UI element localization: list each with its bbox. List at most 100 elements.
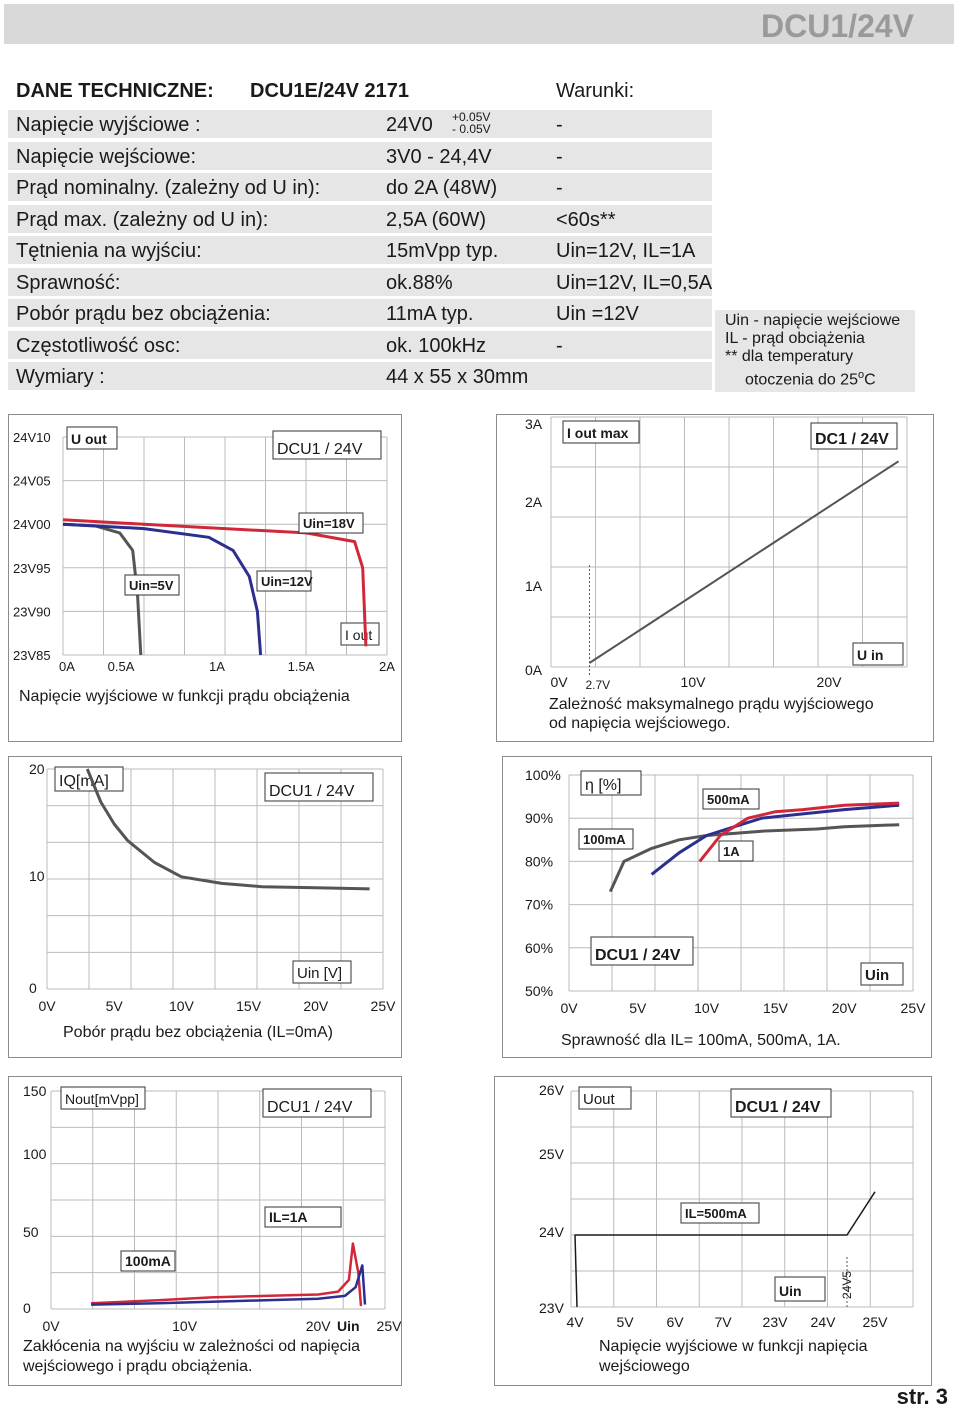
x-tick-label: 25V — [901, 1000, 927, 1016]
spec-value: 24V0 — [386, 114, 433, 136]
series-label: 500mA — [707, 792, 750, 807]
axis-title-x: U in — [857, 647, 883, 663]
chart-caption: Napięcie wyjściowe w funkcji prądu obcią… — [19, 688, 350, 705]
axis-title-y: U out — [71, 431, 107, 447]
chart-svg: 3A 2A 1A 0A 0V 10V 20V 2.7V I out max DC1 / 24V U … — [525, 416, 908, 732]
spec-condition: <60s** — [556, 208, 616, 231]
spec-condition: - — [556, 114, 563, 136]
x-tick-label: 20V — [832, 1000, 858, 1016]
series-label: Uin=5V — [129, 578, 174, 593]
series-label-frame — [120, 1250, 176, 1272]
spec-condition: - — [556, 145, 563, 168]
chart-iq-vs-uin: 20 10 0 0V 5V 10V 15V 20V 25V IQ[mA] DCU1 / 24V Uin… — [8, 756, 402, 1058]
x-tick-label: 0V — [42, 1318, 60, 1334]
y-tick-label: 23V85 — [13, 648, 51, 663]
series-label: Uin=18V — [303, 516, 355, 531]
axis-title-x: Uin — [779, 1283, 802, 1299]
series-label: 1A — [723, 844, 740, 859]
chart-title-frame — [262, 1088, 372, 1118]
chart-caption: Sprawność dla IL= 100mA, 500mA, 1A. — [561, 1032, 841, 1049]
spec-label: Pobór prądu bez obciążenia: — [16, 303, 271, 325]
chart-title-frame — [264, 772, 374, 802]
spec-label: Prąd max. (zależny od U in): — [16, 208, 269, 231]
x-tick-label: 4V — [566, 1314, 584, 1330]
specs-conditions-header: Warunki: — [556, 80, 635, 102]
y-tick-label: 25V — [539, 1146, 565, 1162]
x-tick-label: 24V — [811, 1314, 837, 1330]
axis-title-y-frame — [578, 1086, 632, 1110]
chart-caption: Zależność maksymalnego prądu wyjściowego — [549, 696, 874, 713]
chart-title-frame — [272, 430, 382, 460]
x-tick-label: 10V — [694, 1000, 720, 1016]
x-tick-label: 23V — [763, 1314, 789, 1330]
x-tick-label: 15V — [236, 998, 262, 1014]
header-banner: DCU1/24V — [4, 4, 954, 44]
series-label-frame — [264, 1206, 342, 1228]
y-tick-label: 23V90 — [13, 604, 51, 619]
series-label-frame — [718, 840, 754, 862]
specs-header: DANE TECHNICZNE: DCU1E/24V 2171 Warunki: — [8, 76, 712, 106]
specs-model: DCU1E/24V 2171 — [250, 80, 409, 102]
x-tick-label: 0.5A — [108, 659, 135, 674]
y-tick-label: 24V05 — [13, 474, 51, 489]
note-line: ** dla temperatury — [725, 348, 854, 365]
x-tick-label: 10V — [169, 998, 195, 1014]
series-line — [574, 1191, 876, 1308]
note-line: Uin - napięcie wejściowe — [725, 312, 901, 329]
chart-noise: 150 100 50 0 0V 10V 20V 25V Nout[mVpp] DCU1 / 24V… — [8, 1076, 402, 1386]
y-tick-label: 23V — [539, 1300, 565, 1316]
y-tick-label: 24V10 — [13, 430, 51, 445]
tolerance-plus: +0.05V — [452, 110, 491, 124]
tolerance-minus: - 0.05V — [452, 122, 491, 136]
spec-value: 15mVpp typ. — [386, 240, 499, 262]
x-tick-label: 1A — [209, 659, 225, 674]
x-tick-label: 10V — [172, 1318, 198, 1334]
note-line: otoczenia do 25oC — [745, 369, 876, 389]
spec-row: Prąd max. (zależny od U in): 2,5A (60W) <6… — [8, 204, 712, 233]
x-tick-label: 25V — [371, 998, 397, 1014]
axis-title-y-frame — [60, 1086, 146, 1110]
series-line — [588, 460, 900, 664]
axis-title-y-frame — [562, 420, 640, 444]
spec-row: Napięcie wyjściowe : 24V0 - +0.05V - 0.05V — [8, 110, 712, 138]
axis-title-y: I out max — [567, 425, 629, 441]
series-label: IL=1A — [269, 1209, 308, 1225]
chart-title: DCU1 / 24V — [735, 1099, 821, 1116]
spec-value: do 2A (48W) — [386, 177, 498, 199]
x-tick-label: 10V — [681, 674, 707, 690]
chart-title: DC1 / 24V — [815, 431, 889, 448]
grid — [570, 1090, 914, 1308]
y-tick-label: 50% — [525, 983, 553, 999]
chart-caption: Pobór prądu bez obciążenia (IL=0mA) — [63, 1024, 333, 1041]
series-line — [698, 801, 900, 863]
axis-title-x: Uin [V] — [297, 965, 342, 982]
chart-caption: Zakłócenia na wyjściu w zależności od na… — [23, 1338, 360, 1355]
axis-title-x-frame — [860, 962, 904, 986]
spec-label: Częstotliwość osc: — [16, 334, 181, 357]
spec-label: Sprawność: — [16, 271, 121, 294]
series-label-frame — [702, 788, 760, 810]
series-label: 100mA — [125, 1253, 171, 1269]
spec-condition: - — [556, 334, 563, 357]
axis-title-y: Uout — [583, 1091, 616, 1108]
y-tick-label: 23V95 — [13, 561, 51, 576]
x-tick-label: 1.5A — [288, 659, 315, 674]
x-tick-label: 7V — [714, 1314, 732, 1330]
series-line — [650, 803, 900, 876]
notes-box: Uin - napięcie wejściowe IL - prąd obcią… — [715, 310, 915, 392]
series-line — [91, 1242, 363, 1307]
axis-title-y: IQ[mA] — [59, 773, 109, 790]
grid — [46, 768, 384, 990]
y-tick-label: 0 — [29, 980, 37, 996]
spec-row: Pobór prądu bez obciążenia: 11mA typ. Uin … — [8, 299, 712, 327]
chart-ioutmax-vs-uin: 3A 2A 1A 0A 0V 10V 20V 2.7V I out max DC1 / 24V U … — [496, 414, 934, 742]
chart-title-frame — [730, 1088, 832, 1118]
y-tick-label: 80% — [525, 853, 553, 869]
axis-title-x: Uin — [865, 967, 889, 984]
spec-label: Napięcie wejściowe: — [16, 145, 197, 168]
y-tick-label: 10 — [29, 868, 45, 884]
axis-title-x: Uin — [337, 1318, 360, 1334]
grid — [550, 416, 908, 668]
spec-value: 3V0 - 24,4V — [386, 145, 492, 168]
y-tick-label: 24V00 — [13, 517, 51, 532]
